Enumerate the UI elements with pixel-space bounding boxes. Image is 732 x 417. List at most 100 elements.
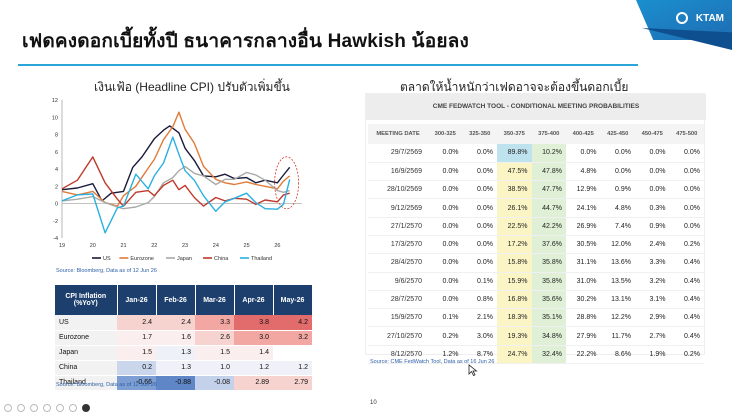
probability-cell: 27.9% bbox=[566, 326, 601, 346]
probability-cell: 15.9% bbox=[497, 272, 532, 291]
y-tick-label: 10 bbox=[52, 115, 58, 121]
fedwatch-row: 9/6/2570 0.0% 0.1% 15.9% 35.8% 31.0% 13.5% 3.2%… bbox=[368, 272, 704, 291]
probability-cell: 0.0% bbox=[669, 198, 704, 218]
probability-cell: 0.2% bbox=[669, 235, 704, 255]
y-tick-label: 0 bbox=[55, 202, 58, 208]
inflation-country: US bbox=[55, 315, 117, 331]
probability-cell: 30.2% bbox=[566, 290, 601, 310]
inflation-value: 1.5 bbox=[195, 345, 234, 361]
inflation-value: 0.2 bbox=[117, 360, 156, 376]
fedwatch-col-header: 425-450 bbox=[600, 124, 635, 144]
series-line-japan bbox=[61, 165, 290, 210]
probability-cell: 0.9% bbox=[600, 180, 635, 200]
probability-cell: 2.1% bbox=[462, 308, 497, 328]
fedwatch-source: Source: CME FedWatch Tool, Data as of 16… bbox=[370, 359, 495, 365]
more-icon[interactable] bbox=[82, 404, 90, 412]
x-tick-label: 24 bbox=[213, 243, 219, 249]
fedwatch-table: MEETING DATE 300-325 325-350 350-375 375-400… bbox=[368, 124, 704, 365]
probability-cell: 35.6% bbox=[531, 290, 566, 310]
fedwatch-row: 28/10/2569 0.0% 0.0% 38.5% 47.7% 12.9% 0.9% 0.0… bbox=[368, 180, 704, 200]
inflation-value: 1.2 bbox=[234, 360, 273, 376]
probability-cell: 24.1% bbox=[566, 198, 601, 218]
inflation-row: Japan 1.5 1.3 1.5 1.4 bbox=[55, 345, 312, 361]
probability-cell: 0.4% bbox=[669, 308, 704, 328]
probability-cell: 38.5% bbox=[497, 180, 532, 200]
legend-label: China bbox=[214, 256, 229, 262]
probability-cell: 10.2% bbox=[531, 144, 566, 163]
fedwatch-row: 29/7/2569 0.0% 0.0% 89.8% 10.2% 0.0% 0.0% 0.0% 0… bbox=[368, 144, 704, 163]
inflation-value: 3.8 bbox=[234, 315, 273, 331]
fedwatch-row: 27/1/2570 0.0% 0.0% 22.5% 42.2% 26.9% 7.4% 0.9%… bbox=[368, 217, 704, 236]
probability-cell: 18.3% bbox=[497, 308, 532, 328]
probability-cell: 0.0% bbox=[428, 217, 463, 236]
probability-cell: 24.7% bbox=[497, 345, 532, 365]
probability-cell: 3.2% bbox=[635, 272, 670, 291]
zoom-icon[interactable] bbox=[56, 404, 64, 412]
probability-cell: 0.0% bbox=[428, 235, 463, 255]
fedwatch-panel-title: ตลาดให้น้ำหนักว่าเฟดอาจจะต้องขึ้นดอกเบี้… bbox=[400, 80, 629, 94]
inflation-value: 1.0 bbox=[195, 360, 234, 376]
probability-cell: 44.7% bbox=[531, 198, 566, 218]
pointer-icon[interactable] bbox=[30, 404, 38, 412]
meeting-date: 16/9/2569 bbox=[368, 162, 428, 182]
subtitle-icon[interactable] bbox=[69, 404, 77, 412]
y-tick-label: 4 bbox=[55, 167, 58, 173]
inflation-country: Thailand bbox=[55, 375, 117, 391]
probability-cell: 26.9% bbox=[566, 217, 601, 236]
probability-cell: 15.8% bbox=[497, 253, 532, 273]
pen-icon[interactable] bbox=[17, 404, 25, 412]
inflation-chart: 12 10 8 6 4 2 0 -2 -4 19 20 21 22 23 24 25 26 US Eurozone J… bbox=[40, 92, 310, 274]
probability-cell: 0.0% bbox=[566, 144, 601, 163]
x-tick-label: 23 bbox=[182, 243, 188, 249]
probability-cell: 0.3% bbox=[635, 198, 670, 218]
x-tick-label: 26 bbox=[274, 243, 280, 249]
probability-cell: 0.0% bbox=[428, 180, 463, 200]
inflation-col-header: Jan-26 bbox=[117, 285, 157, 315]
inflation-value: -0.66 bbox=[117, 375, 156, 391]
probability-cell: 0.2% bbox=[669, 345, 704, 365]
probability-cell: 0.4% bbox=[669, 290, 704, 310]
probability-cell: 3.0% bbox=[462, 326, 497, 346]
probability-cell: 0.4% bbox=[669, 326, 704, 346]
fedwatch-col-header: 350-375 bbox=[497, 124, 532, 144]
probability-cell: 17.2% bbox=[497, 235, 532, 255]
probability-cell: 1.2% bbox=[428, 345, 463, 365]
legend-label: Thailand bbox=[251, 256, 272, 262]
inflation-value: 1.2 bbox=[273, 360, 312, 376]
probability-cell: 12.0% bbox=[600, 235, 635, 255]
grid-icon[interactable] bbox=[43, 404, 51, 412]
meeting-date: 28/4/2570 bbox=[368, 253, 428, 273]
probability-cell: 0.0% bbox=[600, 144, 635, 163]
fedwatch-col-header: 450-475 bbox=[635, 124, 670, 144]
probability-cell: 0.0% bbox=[428, 253, 463, 273]
meeting-date: 9/6/2570 bbox=[368, 272, 428, 291]
probability-cell: 2.9% bbox=[635, 308, 670, 328]
navigate-icon[interactable] bbox=[4, 404, 12, 412]
fedwatch-col-header: 325-350 bbox=[462, 124, 497, 144]
inflation-value: 4.2 bbox=[273, 315, 312, 331]
inflation-table-source: Source: Bloomberg, Data as of 12 Jun 26 bbox=[56, 382, 157, 388]
inflation-row: Eurozone 1.7 1.6 2.6 3.0 3.2 bbox=[55, 330, 312, 346]
inflation-value: 1.7 bbox=[117, 330, 156, 346]
fedwatch-row: 28/4/2570 0.0% 0.0% 15.8% 35.8% 31.1% 13.6% 3.3… bbox=[368, 253, 704, 273]
probability-cell: 31.0% bbox=[566, 272, 601, 291]
meeting-date: 29/7/2569 bbox=[368, 144, 428, 163]
probability-cell: 16.8% bbox=[497, 290, 532, 310]
probability-cell: 0.0% bbox=[428, 272, 463, 291]
legend-label: Eurozone bbox=[130, 256, 154, 262]
page-number: 10 bbox=[370, 400, 377, 406]
meeting-date: 9/12/2569 bbox=[368, 198, 428, 218]
probability-cell: 0.0% bbox=[462, 144, 497, 163]
y-tick-label: 12 bbox=[52, 98, 58, 104]
fedwatch-tool-title: CME FEDWATCH TOOL - CONDITIONAL MEETING … bbox=[366, 94, 706, 120]
x-tick-label: 21 bbox=[120, 243, 126, 249]
probability-cell: 1.9% bbox=[635, 345, 670, 365]
probability-cell: 37.6% bbox=[531, 235, 566, 255]
probability-cell: 34.8% bbox=[531, 326, 566, 346]
fedwatch-col-header: 400-425 bbox=[566, 124, 601, 144]
probability-cell: 7.4% bbox=[600, 217, 635, 236]
probability-cell: 32.4% bbox=[531, 345, 566, 365]
fedwatch-col-header: 475-500 bbox=[669, 124, 704, 144]
probability-cell: 13.6% bbox=[600, 253, 635, 273]
